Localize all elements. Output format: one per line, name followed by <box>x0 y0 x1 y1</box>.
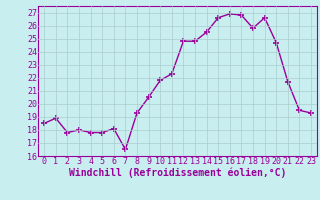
X-axis label: Windchill (Refroidissement éolien,°C): Windchill (Refroidissement éolien,°C) <box>69 168 286 178</box>
